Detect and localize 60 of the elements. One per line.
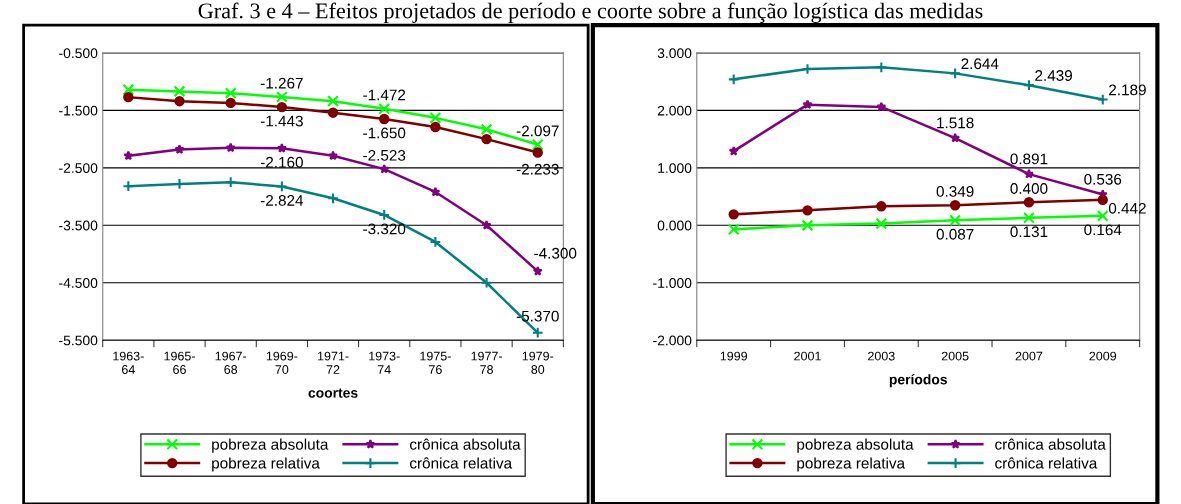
x-tick-label: 1967- 68 <box>215 351 247 374</box>
y-tick-label: -5.500 <box>59 335 98 346</box>
x-tick-label: 1971- 72 <box>318 351 349 374</box>
data-label: -2.160 <box>260 156 303 168</box>
x-tick-label: 1975- 76 <box>420 351 451 374</box>
legend-label: crônica relativa <box>995 457 1098 469</box>
legend-label: crônica absoluta <box>995 438 1106 450</box>
x-tick-label: 2001 <box>794 351 821 361</box>
data-label: -4.300 <box>534 247 577 259</box>
legend-label: pobreza relativa <box>797 457 906 472</box>
x-tick-label: 2005 <box>941 351 969 361</box>
data-label: 0.536 <box>1084 173 1122 185</box>
data-label: -1.472 <box>363 89 406 101</box>
y-tick-label: 1.000 <box>658 163 692 173</box>
data-label: -2.824 <box>260 195 304 206</box>
data-label: 2.644 <box>961 58 999 70</box>
y-tick-label: -4.500 <box>59 278 98 288</box>
chart-title: Graf. 3 e 4 – Efeitos projetados de período e coorte sobre a função logística das medidas <box>198 2 983 23</box>
legend-label: crônica relativa <box>410 457 513 469</box>
data-label: 2.189 <box>1109 84 1146 96</box>
y-tick-label: 3.000 <box>657 48 692 59</box>
x-tick-label: 2007 <box>1015 351 1043 361</box>
data-label: 0.349 <box>936 186 974 197</box>
y-tick-label: -2.000 <box>653 335 692 346</box>
x-tick-label: 2009 <box>1089 351 1117 361</box>
y-tick-label: -1.500 <box>59 105 98 116</box>
x-tick-label: 1969- 70 <box>266 351 298 374</box>
data-label: 0.400 <box>1010 183 1048 194</box>
y-tick-label: -1.000 <box>653 278 692 288</box>
legend-label: crônica absoluta <box>410 438 521 450</box>
data-label: 1.518 <box>937 117 974 129</box>
x-axis-title: períodos <box>889 374 947 388</box>
x-tick-label: 1999 <box>720 351 748 361</box>
x-tick-label: 1977- 78 <box>471 351 502 374</box>
x-tick-label: 2003 <box>868 351 895 361</box>
data-label: -3.320 <box>363 223 406 235</box>
y-tick-label: -0.500 <box>59 48 98 59</box>
data-label: 0.131 <box>1010 226 1048 238</box>
data-label: -2.523 <box>363 149 406 161</box>
legend-label: pobreza absoluta <box>212 438 329 453</box>
data-label: 0.087 <box>936 228 974 240</box>
x-axis-title: coortes <box>308 388 358 398</box>
data-label: 0.164 <box>1084 224 1122 236</box>
data-label: -2.097 <box>516 125 559 137</box>
x-tick-label: 1965- 66 <box>164 351 195 374</box>
legend-label: pobreza relativa <box>212 457 320 472</box>
x-tick-label: 1963- 64 <box>113 351 144 374</box>
data-label: -1.267 <box>260 77 303 89</box>
x-tick-label: 1973- 74 <box>369 351 400 374</box>
x-tick-label: 1979- 80 <box>522 351 554 374</box>
y-tick-label: -2.500 <box>59 163 98 173</box>
data-label: 0.442 <box>1108 202 1146 214</box>
data-label: -1.650 <box>363 127 406 139</box>
data-label: 2.439 <box>1035 70 1073 81</box>
y-tick-label: 0.000 <box>657 220 692 231</box>
data-label: 0.891 <box>1010 153 1048 165</box>
data-label: -1.443 <box>260 115 303 127</box>
y-tick-label: 2.000 <box>657 105 692 116</box>
y-tick-label: -3.500 <box>59 220 98 231</box>
legend-label: pobreza absoluta <box>797 438 914 453</box>
